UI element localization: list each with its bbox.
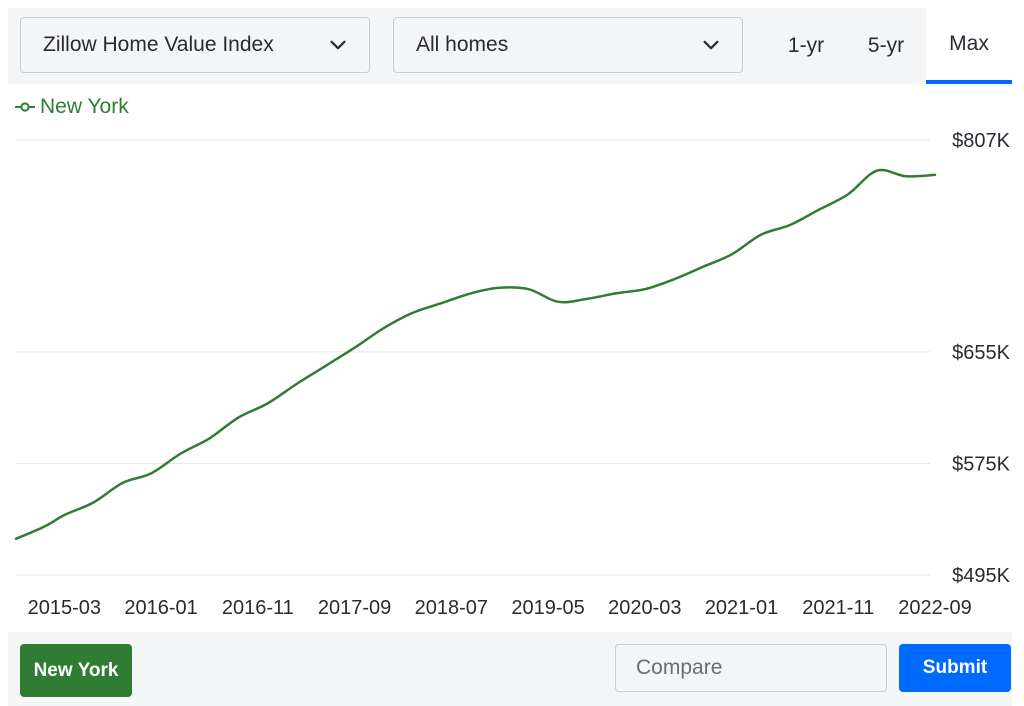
x-tick-label: 2020-03 [608, 597, 681, 619]
range-tab-max[interactable]: Max [926, 8, 1012, 84]
gridlines [16, 139, 930, 576]
y-tick-label: $655K [952, 342, 1010, 364]
y-tick-label: $575K [952, 453, 1010, 475]
x-tick-label: 2021-01 [705, 597, 778, 619]
region-button-new-york[interactable]: New York [20, 644, 132, 697]
line-marker-icon [15, 102, 35, 112]
chevron-down-icon [330, 40, 346, 50]
legend-series-name: New York [40, 95, 129, 118]
line-chart: $495K $575K $655K $807K 2015-03 2016-01 2016-… [14, 130, 1011, 619]
x-tick-label: 2016-11 [222, 597, 294, 619]
home-type-dropdown-value: All homes [416, 33, 509, 56]
metric-dropdown-value: Zillow Home Value Index [43, 33, 274, 56]
submit-button[interactable]: Submit [899, 644, 1011, 692]
x-tick-label: 2022-09 [898, 597, 971, 619]
series-lines [14, 168, 937, 541]
x-tick-label: 2018-07 [415, 597, 488, 619]
x-tick-label: 2015-03 [28, 597, 101, 619]
home-type-dropdown[interactable]: All homes [393, 17, 743, 73]
x-tick-label: 2017-09 [318, 597, 391, 619]
chart-controls-bar: Zillow Home Value Index All homes 1-yr 5… [8, 8, 1012, 84]
x-tick-label: 2016-01 [124, 597, 197, 619]
range-tab-1yr[interactable]: 1-yr [787, 34, 825, 57]
range-tab-5yr[interactable]: 5-yr [867, 34, 905, 57]
x-tick-label: 2019-05 [511, 597, 584, 619]
y-tick-label: $495K [952, 565, 1010, 587]
chevron-down-icon [703, 40, 719, 50]
y-axis-labels: $495K $575K $655K $807K [952, 130, 1010, 587]
x-tick-label: 2021-11 [802, 597, 874, 619]
series-line-0 [14, 168, 937, 541]
compare-input[interactable] [615, 644, 887, 692]
region-compare-bar: New York Submit [8, 632, 1012, 706]
metric-dropdown[interactable]: Zillow Home Value Index [20, 17, 370, 73]
chart-legend: New York [14, 94, 129, 120]
x-axis-labels: 2015-03 2016-01 2016-11 2017-09 2018-07 2019-… [28, 597, 972, 619]
y-tick-label: $807K [952, 130, 1010, 152]
